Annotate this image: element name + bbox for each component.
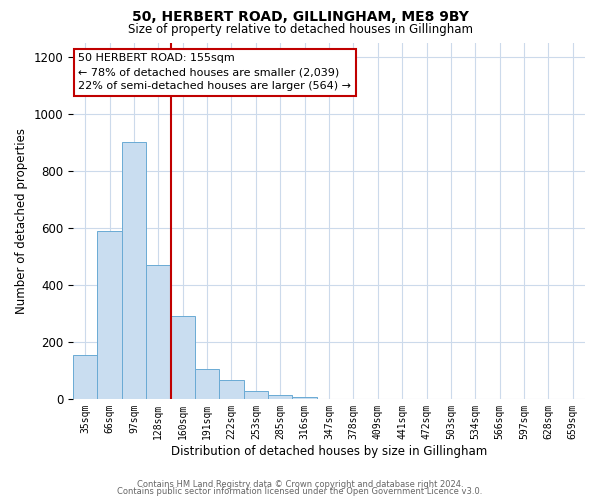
Bar xyxy=(244,391,268,399)
Bar xyxy=(292,398,317,399)
Bar xyxy=(170,316,195,399)
Y-axis label: Number of detached properties: Number of detached properties xyxy=(15,128,28,314)
Bar xyxy=(220,380,244,399)
X-axis label: Distribution of detached houses by size in Gillingham: Distribution of detached houses by size … xyxy=(171,444,487,458)
Bar xyxy=(97,230,122,399)
Bar xyxy=(73,354,97,399)
Text: Contains public sector information licensed under the Open Government Licence v3: Contains public sector information licen… xyxy=(118,487,482,496)
Bar xyxy=(195,369,220,399)
Text: 50, HERBERT ROAD, GILLINGHAM, ME8 9BY: 50, HERBERT ROAD, GILLINGHAM, ME8 9BY xyxy=(131,10,469,24)
Bar xyxy=(146,265,170,399)
Text: 50 HERBERT ROAD: 155sqm
← 78% of detached houses are smaller (2,039)
22% of semi: 50 HERBERT ROAD: 155sqm ← 78% of detache… xyxy=(78,53,351,91)
Text: Contains HM Land Registry data © Crown copyright and database right 2024.: Contains HM Land Registry data © Crown c… xyxy=(137,480,463,489)
Text: Size of property relative to detached houses in Gillingham: Size of property relative to detached ho… xyxy=(128,22,473,36)
Bar xyxy=(122,142,146,399)
Bar xyxy=(268,396,292,399)
